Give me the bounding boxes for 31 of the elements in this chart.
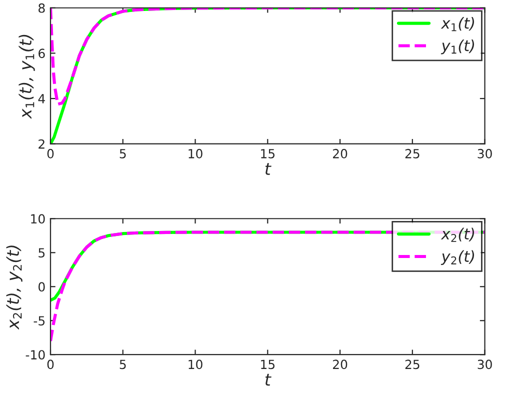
x-tick-label: 25 [405, 148, 420, 158]
x-tick-label: 30 [478, 148, 492, 158]
legend-label: x$_{1}$(t) [440, 17, 474, 32]
x-tick-label: 20 [332, 360, 348, 370]
x-tick-label: 5 [120, 149, 126, 158]
y-tick-label: 8 [38, 3, 45, 13]
y-tick-label: 6 [38, 48, 45, 58]
y-axis-title: x$_{2}$(t), y$_{2}$(t) [6, 246, 22, 330]
x-tick-label: 5 [120, 360, 126, 370]
y-tick-label: 10 [31, 214, 45, 224]
x-tick-label: 15 [261, 149, 275, 158]
y-tick-label: 2 [38, 139, 44, 149]
y-tick-label: 5 [38, 248, 45, 258]
x-tick-label: 15 [261, 360, 275, 370]
x-tick-label: 20 [332, 148, 348, 158]
y-tick-label: -5 [34, 316, 45, 326]
x-axis-title: t [265, 163, 272, 175]
x-tick-label: 25 [405, 360, 420, 370]
y-tick-label: 4 [38, 94, 45, 104]
x-tick-label: 10 [188, 148, 202, 158]
legend-label: x$_{2}$(t) [440, 228, 474, 242]
y-tick-label: 0 [38, 282, 45, 292]
x-tick-label: 10 [188, 360, 202, 370]
x-tick-label: 0 [47, 360, 54, 370]
x-tick-label: 0 [47, 148, 54, 158]
legend-label: y$_{1}$(t) [440, 39, 474, 54]
y-tick-label: -10 [26, 350, 45, 360]
x-axis-title: t [265, 374, 272, 386]
x-tick-label: 30 [478, 360, 492, 370]
legend-label: y$_{2}$(t) [440, 250, 474, 265]
y-axis-title: x$_{1}$(t), y$_{1}$(t) [18, 34, 35, 120]
